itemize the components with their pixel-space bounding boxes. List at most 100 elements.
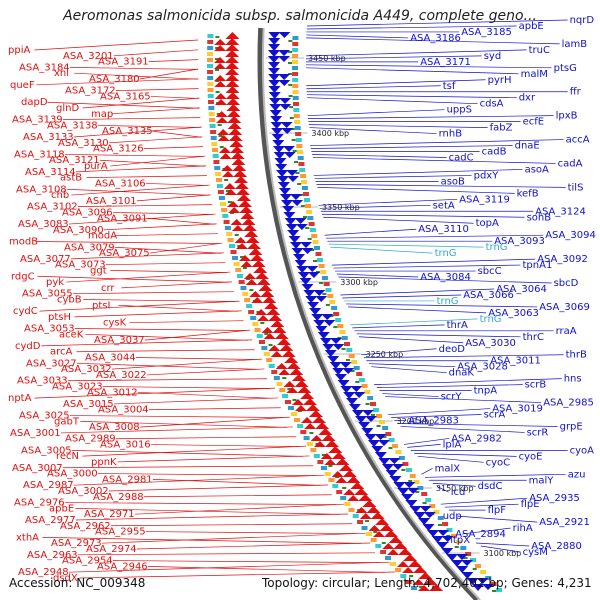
gene-arrow-reverse (268, 86, 281, 93)
gene-arrow-forward (240, 212, 255, 219)
gene-label-right: scrA (484, 410, 506, 421)
gene-label-right: kefB (517, 188, 539, 199)
gene-label-left: ASA_2962 (60, 521, 111, 532)
gene-arrow-reverse (313, 320, 326, 327)
gene-arrow-forward (214, 57, 227, 63)
gene-leader-right (348, 306, 487, 314)
gene-arrow-reverse (282, 206, 295, 213)
gene-leader-left (145, 531, 357, 534)
ring-tick (381, 542, 386, 544)
gene-arrow-forward (331, 471, 344, 477)
gene-label-right: ecfE (523, 117, 545, 128)
gene-arrow-forward (382, 543, 395, 549)
gene-leader-right (309, 127, 437, 134)
gene-arrow-reverse (300, 242, 313, 248)
gene-leader-left (34, 39, 199, 51)
gene-arrow-forward (221, 165, 234, 171)
gene-label-right: ASA_2985 (543, 398, 594, 409)
ring-tick (287, 388, 292, 390)
gene-leader-left (114, 233, 219, 237)
cog-block (303, 436, 310, 440)
ring-tick (288, 62, 293, 64)
gene-leader-right (374, 378, 562, 386)
gene-arrow-reverse (378, 458, 391, 465)
kbp-mark: 3400 kbp (311, 129, 349, 138)
cog-block (433, 510, 440, 514)
gene-arrow-reverse (287, 230, 300, 237)
gene-arrow-reverse (339, 362, 352, 368)
gene-arrow-reverse (381, 464, 394, 471)
gene-leader-right (333, 264, 521, 269)
gene-arrow-forward (398, 548, 413, 555)
ring-tick (215, 69, 220, 71)
cog-block (340, 496, 347, 500)
gene-arrow-forward (331, 452, 346, 459)
gene-leader-left (147, 566, 385, 573)
gene-leader-right (475, 542, 530, 547)
cog-block (311, 234, 318, 238)
gene-arrow-forward (216, 117, 229, 123)
cog-block (211, 148, 218, 152)
gene-arrow-forward (218, 147, 231, 153)
kbp-mark: 3250 kbp (366, 350, 404, 359)
gene-arrow-forward (313, 441, 326, 447)
gene-arrow-reverse (374, 452, 387, 459)
gene-arrow-forward (262, 296, 277, 303)
gene-arrow-forward (245, 236, 260, 243)
gene-label-right: pdxY (474, 170, 500, 181)
gene-label-left: nptA (8, 393, 32, 404)
gene-label-left: gabT (54, 416, 80, 427)
gene-label-right: trnG (480, 314, 502, 325)
gene-arrow-forward (242, 224, 257, 231)
cog-block (236, 274, 243, 278)
gene-label-left: ASA_3096 (62, 207, 113, 218)
gene-arrow-reverse (389, 476, 402, 483)
cog-block (208, 106, 215, 110)
gene-leader-left (113, 397, 278, 405)
gene-label-right: malM (521, 69, 548, 80)
cog-block (395, 568, 402, 572)
ring-tick (215, 58, 220, 60)
gene-leader-left (112, 212, 214, 215)
gene-arrow-reverse (482, 584, 495, 590)
gene-leader-right (330, 246, 433, 254)
cog-block (451, 534, 458, 538)
gene-label-left: dapD (21, 97, 48, 108)
gene-arrow-forward (251, 260, 266, 267)
gene-label-right: dsdC (478, 481, 503, 492)
gene-label-right: deoD (439, 344, 466, 355)
gene-label-right: flpF (488, 505, 507, 516)
cog-block (207, 46, 214, 50)
gene-arrow-forward (225, 44, 240, 51)
gene-arrow-forward (247, 242, 262, 249)
gene-arrow-reverse (321, 314, 334, 320)
gene-leader-left (143, 494, 332, 498)
gene-arrow-reverse (288, 236, 301, 243)
gene-arrow-forward (283, 381, 296, 387)
gene-label-left: ASA_2977 (25, 515, 76, 526)
gene-label-left: ASA_2989 (65, 434, 116, 445)
gene-arrow-forward (261, 327, 274, 333)
gene-leader-right (308, 124, 488, 128)
gene-label-right: scrY (441, 392, 463, 403)
gene-arrow-reverse (286, 170, 299, 176)
gene-label-right: scrB (525, 380, 547, 391)
cog-block (315, 252, 322, 256)
gene-label-left: ASA_3102 (27, 202, 78, 213)
cog-block (232, 256, 239, 260)
cog-block (344, 502, 351, 506)
cog-block (294, 126, 301, 130)
gene-arrow-forward (264, 302, 279, 309)
gene-arrow-forward (214, 75, 227, 81)
gene-label-left: ASA_3091 (97, 213, 148, 224)
gene-label-right: uppS (447, 105, 472, 116)
ring-tick (292, 399, 297, 401)
gene-arrow-reverse (476, 578, 489, 584)
cog-block (331, 306, 338, 310)
gene-arrow-forward (274, 332, 289, 339)
gene-label-left: ASA_3007 (12, 463, 63, 474)
cog-block (298, 162, 305, 166)
gene-leader-right (307, 19, 568, 27)
cog-block (306, 442, 313, 446)
ring-tick (376, 425, 381, 427)
